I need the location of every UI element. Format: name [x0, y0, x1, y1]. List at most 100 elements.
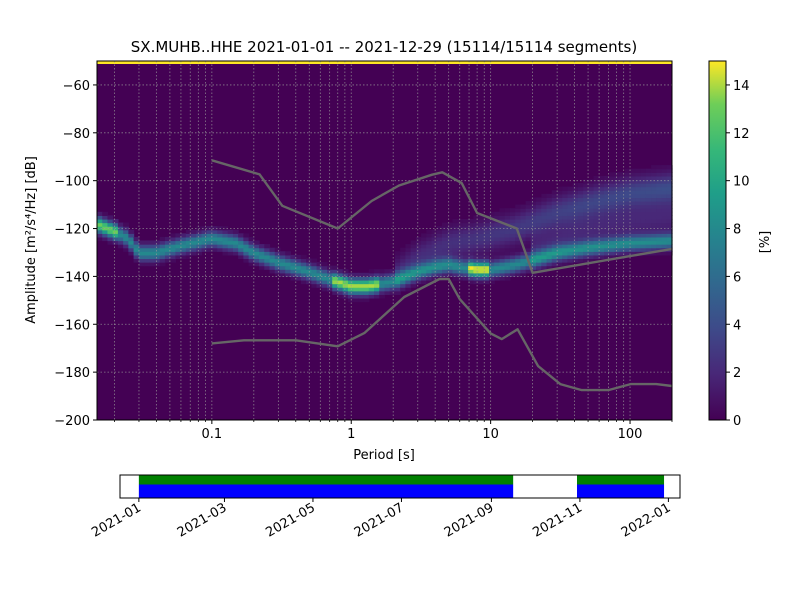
- heatmap-cell: [394, 265, 401, 270]
- heatmap-cell: [598, 236, 605, 242]
- heatmap-cell: [468, 226, 474, 231]
- heatmap-cell: [154, 251, 161, 256]
- heatmap-cell: [661, 204, 668, 209]
- heatmap-cell: [243, 258, 250, 263]
- heatmap-cell: [117, 244, 124, 249]
- heatmap-cell: [363, 272, 370, 277]
- heatmap-cell: [295, 269, 302, 274]
- heatmap-cell: [206, 236, 213, 242]
- heatmap-cell: [405, 272, 412, 277]
- heatmap-cell: [609, 190, 616, 195]
- heatmap-cell: [509, 240, 516, 245]
- heatmap-cell: [342, 272, 349, 277]
- heatmap-cell: [462, 247, 469, 252]
- heatmap-cell: [509, 208, 516, 213]
- heatmap-cell: [206, 233, 213, 238]
- heatmap-cell: [588, 236, 595, 242]
- heatmap-cell: [530, 197, 537, 202]
- heatmap-cell: [515, 262, 522, 267]
- heatmap-cell: [504, 269, 511, 274]
- heatmap-cell: [614, 247, 621, 252]
- heatmap-cell: [196, 233, 203, 238]
- heatmap-cell: [583, 179, 589, 184]
- heatmap-cell: [447, 229, 454, 234]
- heatmap-cell: [232, 247, 239, 252]
- x-tick-label: 0.1: [202, 427, 223, 442]
- heatmap-cell: [656, 179, 663, 184]
- heatmap-cell: [97, 236, 103, 242]
- heatmap-cell: [504, 229, 511, 234]
- heatmap-cell: [290, 254, 297, 260]
- heatmap-cell: [593, 236, 600, 242]
- heatmap-cell: [541, 233, 548, 238]
- heatmap-cell: [285, 251, 292, 256]
- heatmap-cell: [593, 215, 600, 220]
- heatmap-cell: [666, 183, 673, 188]
- heatmap-cell: [159, 247, 166, 252]
- heatmap-cell: [562, 244, 569, 249]
- heatmap-cell: [478, 233, 485, 238]
- heatmap-cell: [656, 201, 663, 206]
- heatmap-cell: [394, 287, 401, 292]
- heatmap-cell: [483, 272, 490, 277]
- heatmap-cell: [562, 258, 569, 263]
- heatmap-cell: [509, 236, 516, 242]
- heatmap-cell: [583, 258, 589, 263]
- heatmap-cell: [342, 287, 349, 292]
- heatmap-cell: [217, 240, 224, 245]
- heatmap-cell: [285, 265, 292, 270]
- heatmap-cell: [379, 276, 386, 281]
- heatmap-cell: [478, 222, 485, 227]
- heatmap-cell: [530, 204, 537, 209]
- heatmap-cell: [557, 240, 563, 245]
- heatmap-cell: [583, 183, 589, 188]
- heatmap-cell: [666, 233, 673, 238]
- heatmap-cell: [572, 254, 579, 260]
- heatmap-cell: [149, 258, 156, 263]
- heatmap-cell: [551, 265, 558, 270]
- heatmap-cell: [431, 276, 438, 281]
- heatmap-cell: [462, 244, 469, 249]
- heatmap-cell: [144, 244, 150, 249]
- y-axis-ticks: −200 −180 −160 −140 −120 −100 −80 −60: [54, 79, 97, 429]
- heatmap-cell: [557, 258, 563, 263]
- heatmap-cell: [321, 269, 328, 274]
- heatmap-cell: [624, 183, 631, 188]
- heatmap-cell: [656, 222, 663, 227]
- heatmap-cell: [452, 229, 459, 234]
- heatmap-cell: [515, 272, 522, 277]
- heatmap-cell: [530, 247, 537, 252]
- heatmap-cell: [666, 236, 673, 242]
- heatmap-cell: [279, 251, 286, 256]
- y-tick-label: −140: [54, 270, 90, 285]
- heatmap-cell: [191, 240, 197, 245]
- heatmap-cell: [175, 251, 182, 256]
- heatmap-cell: [400, 279, 407, 285]
- heatmap-cell: [259, 247, 265, 252]
- heatmap-cell: [342, 269, 349, 274]
- heatmap-cell: [489, 251, 495, 256]
- heatmap-cell: [212, 226, 218, 231]
- heatmap-cell: [598, 254, 605, 260]
- heatmap-cell: [489, 247, 495, 252]
- heatmap-cell: [180, 236, 187, 242]
- heatmap-cell: [583, 222, 589, 227]
- heatmap-cell: [363, 297, 370, 303]
- heatmap-cell: [609, 183, 616, 188]
- heatmap-cell: [499, 244, 506, 249]
- heatmap-cell: [379, 279, 386, 285]
- heatmap-cell: [609, 240, 616, 245]
- heatmap-cell: [442, 262, 448, 267]
- heatmap-cell: [102, 233, 109, 238]
- heatmap-cell: [630, 211, 637, 216]
- colorbar-ticks: 0 2 4 6 8 10 12 14: [726, 79, 750, 429]
- heatmap-cell: [102, 229, 109, 234]
- heatmap-cell: [656, 211, 663, 216]
- heatmap-cell: [468, 265, 474, 270]
- heatmap-cell: [541, 247, 548, 252]
- heatmap-cell: [253, 251, 260, 256]
- heatmap-cell: [530, 244, 537, 249]
- heatmap-cell: [180, 244, 187, 249]
- heatmap-cell: [640, 186, 647, 191]
- heatmap-cell: [400, 287, 407, 292]
